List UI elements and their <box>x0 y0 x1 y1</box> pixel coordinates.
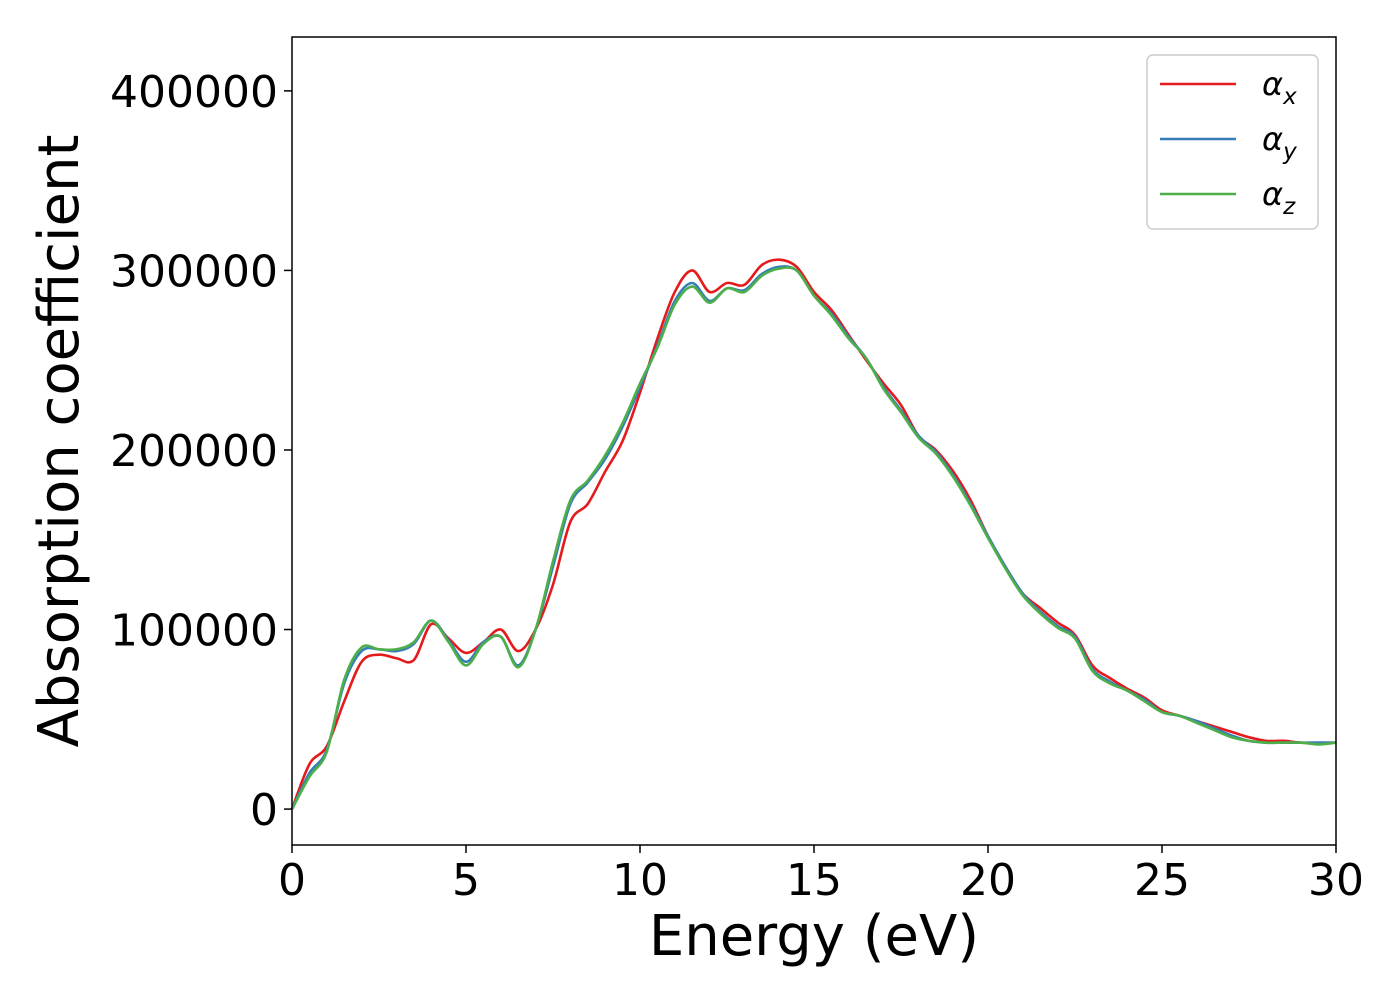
y-tick-label: 100000 <box>110 606 278 657</box>
legend-label-x: αx <box>1262 65 1297 110</box>
x-tick-label: 25 <box>1134 855 1190 906</box>
legend-label-z: αz <box>1262 175 1296 220</box>
series-line-z <box>290 266 1337 810</box>
legend-box <box>1146 54 1319 230</box>
y-tick-label: 200000 <box>110 426 278 477</box>
y-tick-label: 300000 <box>110 246 278 297</box>
y-tick-label: 0 <box>250 785 278 836</box>
x-tick-label: 5 <box>452 855 480 906</box>
x-tick-label: 20 <box>960 855 1016 906</box>
y-axis-label: Absorption coefficient <box>27 135 92 748</box>
series-line-x <box>290 258 1336 810</box>
axis-ticks: 0 5 10 15 20 25 30 0 100000 200000 300000 400000 <box>110 67 1364 906</box>
y-tick-label: 400000 <box>110 67 278 118</box>
x-tick-label: 30 <box>1308 855 1364 906</box>
legend: αx αy αz <box>1146 54 1319 230</box>
x-tick-label: 10 <box>612 855 668 906</box>
x-axis-label: Energy (eV) <box>649 904 979 969</box>
x-tick-label: 15 <box>786 855 842 906</box>
series-lines <box>290 258 1337 810</box>
x-tick-label: 0 <box>278 855 306 906</box>
legend-label-y: αy <box>1262 120 1297 165</box>
